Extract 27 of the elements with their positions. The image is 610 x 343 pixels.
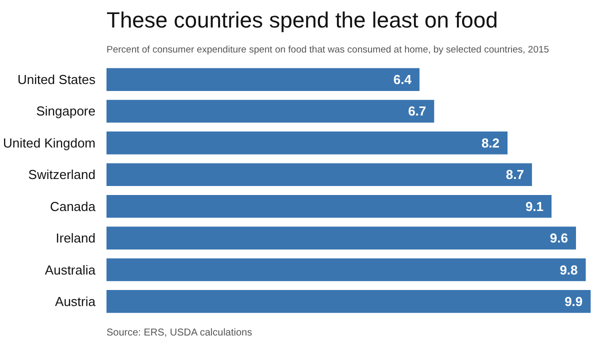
bar bbox=[106, 258, 586, 282]
y-tick-label: United States bbox=[17, 72, 96, 88]
data-label: 8.2 bbox=[481, 135, 500, 150]
bar bbox=[106, 68, 420, 91]
chart-title: These countries spend the least on food bbox=[106, 8, 498, 32]
y-tick-label: Austria bbox=[55, 294, 96, 309]
data-label: 9.1 bbox=[525, 198, 544, 214]
bar bbox=[106, 194, 552, 218]
source-note: Source: ERS, USDA calculations bbox=[106, 328, 252, 338]
data-label: 9.6 bbox=[550, 230, 568, 246]
data-label: 8.7 bbox=[506, 167, 524, 182]
bar bbox=[106, 226, 576, 250]
chart-subtitle: Percent of consumer expenditure spent on food that was consumed at home, by selected countries, 2015 bbox=[106, 44, 550, 56]
data-label: 6.7 bbox=[408, 104, 426, 119]
data-label: 9.9 bbox=[564, 294, 583, 309]
y-tick-label: Canada bbox=[50, 198, 96, 214]
y-tick-label: United Kingdom bbox=[3, 135, 96, 150]
y-tick-label: Switzerland bbox=[28, 167, 96, 182]
bar bbox=[106, 100, 434, 123]
bar bbox=[106, 163, 532, 186]
y-tick-label: Ireland bbox=[56, 230, 96, 246]
data-label: 9.8 bbox=[560, 262, 578, 278]
data-label: 6.4 bbox=[393, 72, 412, 88]
bar bbox=[106, 132, 508, 154]
y-tick-label: Australia bbox=[44, 262, 96, 278]
bar bbox=[106, 290, 591, 313]
y-tick-label: Singapore bbox=[36, 104, 96, 119]
